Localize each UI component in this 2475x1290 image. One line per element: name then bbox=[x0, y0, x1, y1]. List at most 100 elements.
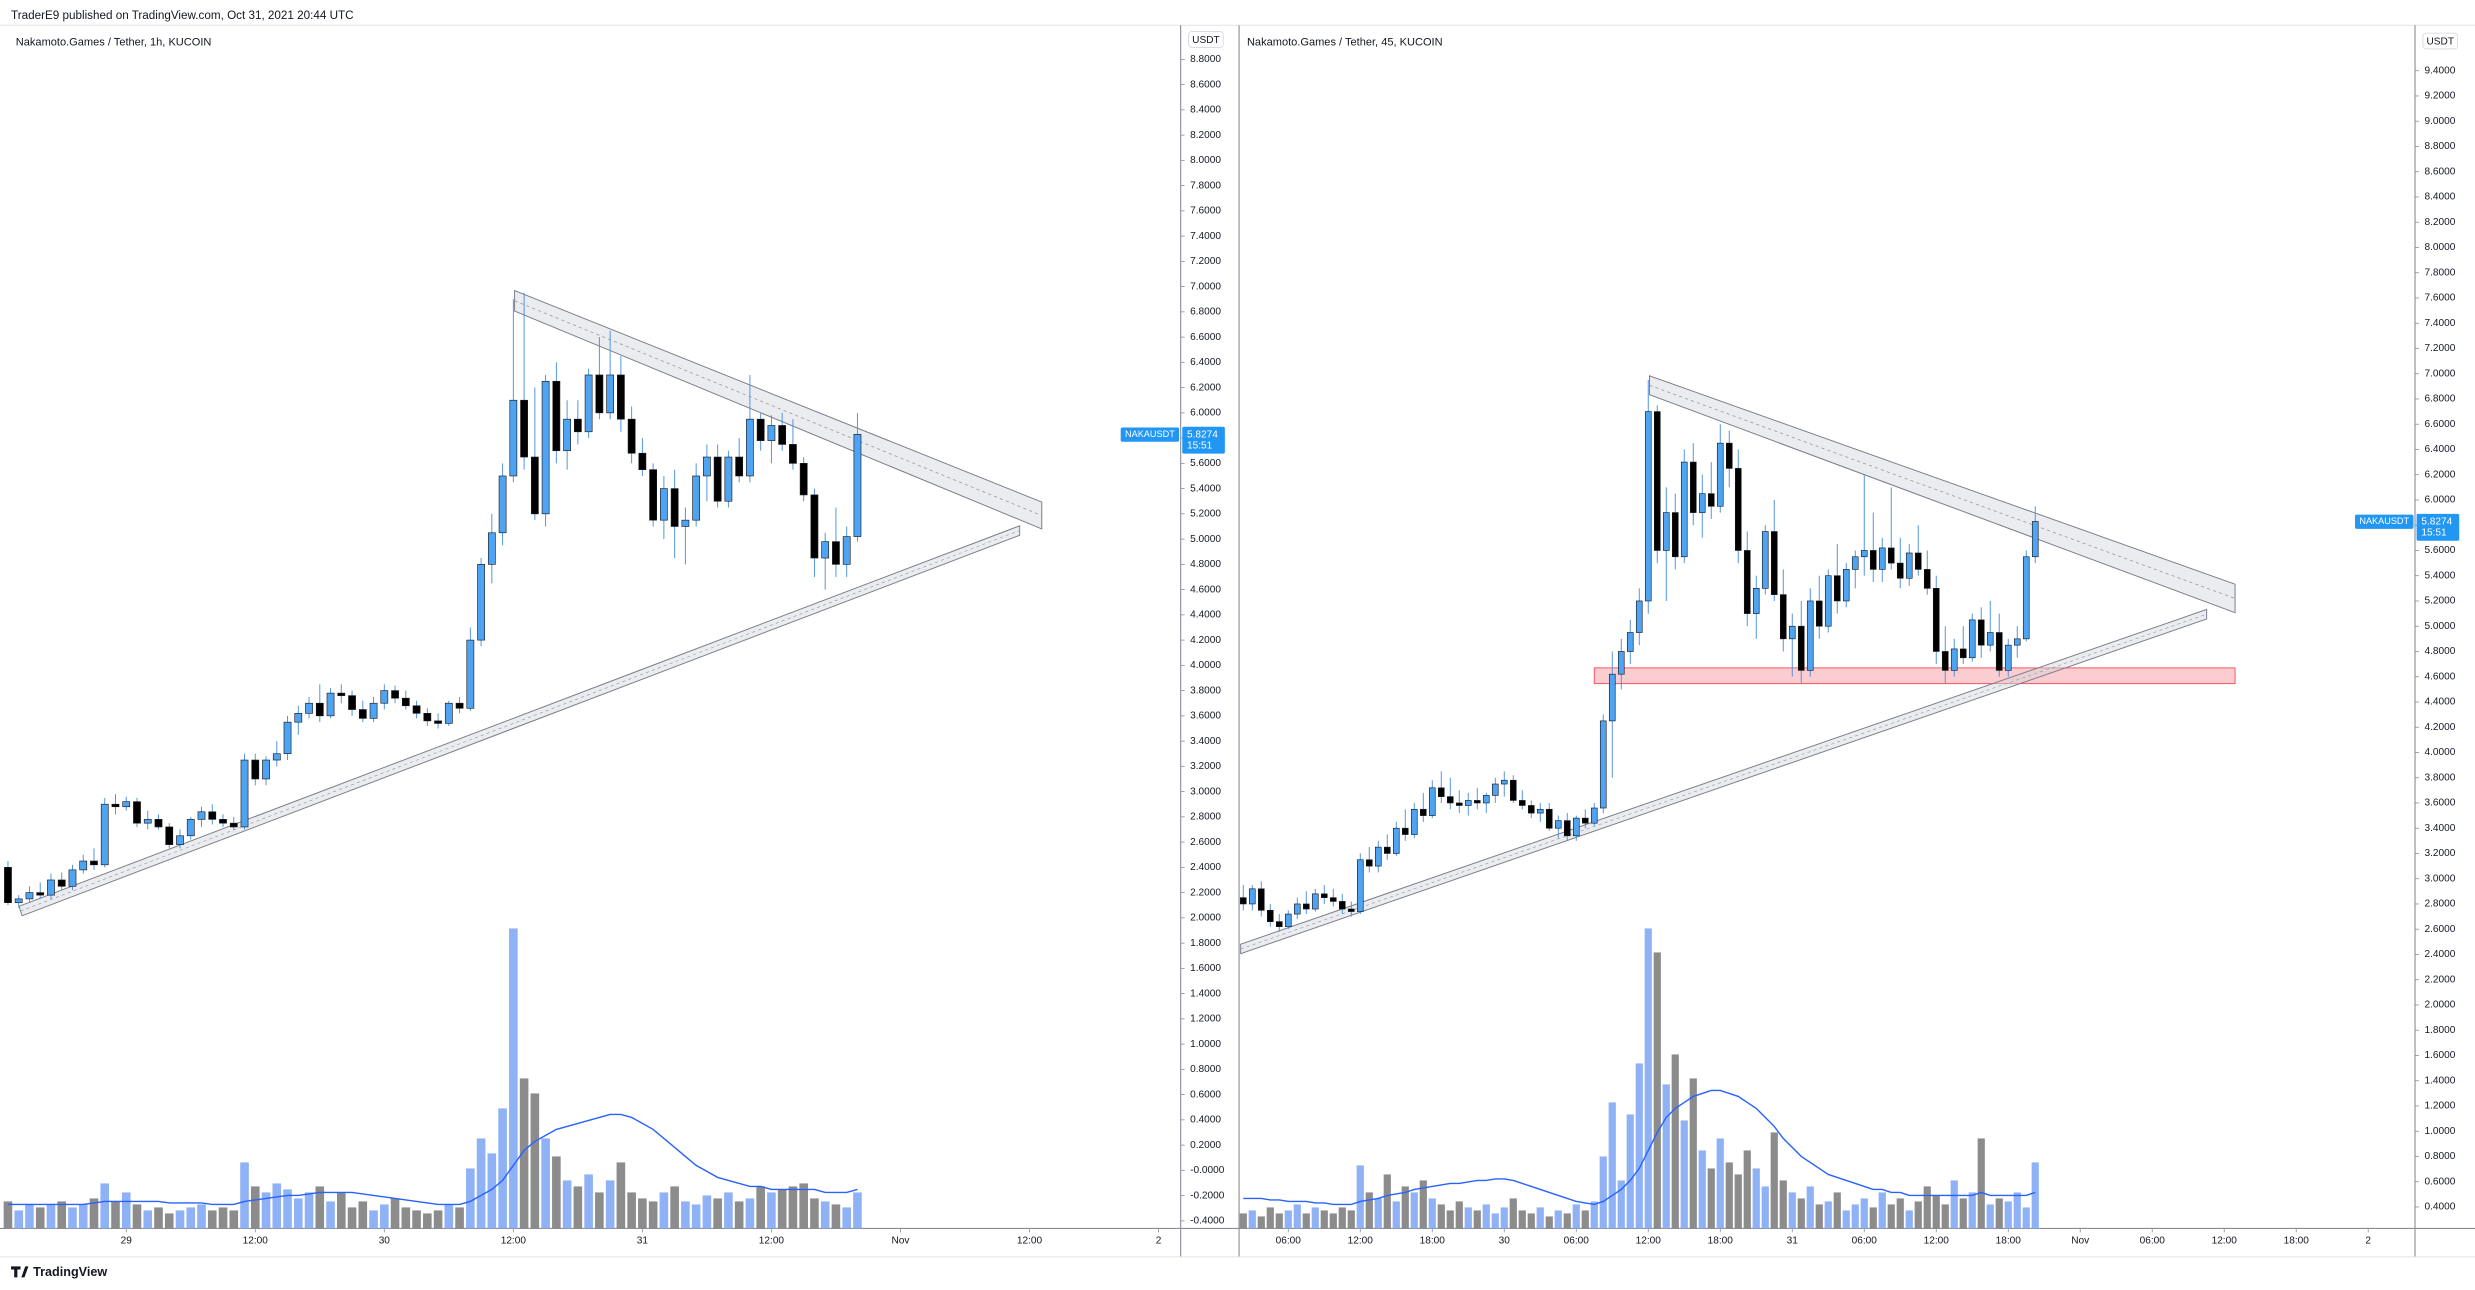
candle-body bbox=[1437, 787, 1445, 797]
volume-bar bbox=[1509, 1198, 1517, 1229]
candle-body bbox=[1662, 512, 1670, 551]
volume-bar bbox=[46, 1204, 56, 1229]
candle-body bbox=[627, 418, 636, 454]
volume-bar bbox=[1905, 1210, 1913, 1229]
y-tick-label: 3.6000 bbox=[2424, 798, 2455, 809]
resistance-channel bbox=[1649, 375, 2236, 614]
volume-bar bbox=[1977, 1138, 1985, 1229]
candle-body bbox=[1347, 908, 1355, 912]
y-tick-label: 5.0000 bbox=[2424, 621, 2455, 632]
candle-body bbox=[186, 819, 195, 837]
volume-bar bbox=[455, 1207, 464, 1229]
candle-body bbox=[541, 380, 550, 515]
candle-body bbox=[197, 811, 206, 820]
volume-bar bbox=[57, 1201, 67, 1229]
volume-bar bbox=[1662, 1084, 1670, 1229]
candle-body bbox=[369, 702, 378, 719]
y-tick-label: 4.6000 bbox=[2424, 671, 2455, 682]
volume-bar bbox=[519, 1078, 529, 1229]
volume-bar bbox=[1689, 1078, 1697, 1229]
candle-body bbox=[1716, 442, 1724, 507]
volume-bar bbox=[820, 1201, 830, 1229]
candle-body bbox=[1734, 468, 1742, 551]
volume-bar bbox=[433, 1210, 443, 1229]
volume-bar bbox=[1455, 1201, 1463, 1229]
volume-bar bbox=[713, 1198, 722, 1229]
volume-bar bbox=[132, 1204, 142, 1229]
candle-body bbox=[1635, 600, 1643, 633]
candle-body bbox=[1383, 846, 1391, 854]
y-tick-label: 3.8000 bbox=[1190, 685, 1221, 696]
volume-bar bbox=[1617, 1180, 1625, 1229]
volume-bar bbox=[1833, 1192, 1841, 1229]
volume-bar bbox=[1392, 1201, 1400, 1229]
y-tick-label: 1.2000 bbox=[1190, 1014, 1221, 1025]
y-tick-label: 5.0000 bbox=[1190, 534, 1221, 545]
x-tick-label: 12:00 bbox=[243, 1236, 269, 1247]
volume-bar bbox=[1581, 1210, 1589, 1229]
volume-bar bbox=[1545, 1216, 1553, 1229]
channel-midline bbox=[20, 530, 1020, 912]
volume-bar bbox=[1491, 1213, 1499, 1229]
y-tick-label: 2.4000 bbox=[2424, 949, 2455, 960]
candle-body bbox=[1590, 807, 1598, 824]
candle-body bbox=[1725, 442, 1733, 469]
y-tick-label: 1.8000 bbox=[2424, 1025, 2455, 1036]
y-tick-label: 2.4000 bbox=[1190, 862, 1221, 873]
y-tick-label: 2.0000 bbox=[1190, 913, 1221, 924]
y-tick-label: 3.0000 bbox=[1190, 786, 1221, 797]
y-tick-label: 5.6000 bbox=[1190, 458, 1221, 469]
candle-body bbox=[574, 418, 582, 433]
candle-body bbox=[1491, 783, 1499, 796]
volume-ma-line bbox=[7, 1113, 858, 1206]
volume-bar bbox=[1923, 1186, 1931, 1229]
volume-bar bbox=[1410, 1192, 1418, 1229]
volume-bar bbox=[207, 1210, 217, 1229]
candle-body bbox=[1311, 893, 1319, 910]
volume-bar bbox=[1347, 1210, 1355, 1229]
volume-bar bbox=[1554, 1210, 1562, 1229]
volume-bar bbox=[1716, 1138, 1724, 1229]
candle-body bbox=[853, 433, 862, 537]
candle-body bbox=[1572, 817, 1580, 837]
y-tick-label: -0.2000 bbox=[1190, 1190, 1225, 1201]
volume-bar bbox=[466, 1168, 475, 1229]
y-tick-label: 6.8000 bbox=[1190, 307, 1221, 318]
volume-bar bbox=[1752, 1168, 1760, 1229]
volume-bar bbox=[1401, 1186, 1409, 1229]
countdown-label: 15:51 bbox=[1187, 440, 1213, 451]
x-tick-label: 06:00 bbox=[1852, 1236, 1878, 1247]
volume-bar bbox=[229, 1210, 239, 1229]
candle-body bbox=[358, 709, 367, 719]
x-tick-label: 12:00 bbox=[1348, 1236, 1374, 1247]
volume-bar bbox=[1959, 1198, 1967, 1229]
y-tick-label: 3.6000 bbox=[1190, 711, 1221, 722]
x-tick-label: 18:00 bbox=[1996, 1236, 2022, 1247]
y-tick-label: 6.6000 bbox=[1190, 332, 1221, 343]
volume-bar bbox=[1518, 1210, 1526, 1229]
candle-body bbox=[1599, 720, 1607, 809]
volume-bar bbox=[3, 1201, 13, 1229]
y-tick-label: 7.2000 bbox=[2424, 343, 2455, 354]
volume-bar bbox=[186, 1207, 196, 1229]
candle-body bbox=[1887, 547, 1895, 564]
candle-body bbox=[1680, 461, 1688, 558]
x-tick-label: 12:00 bbox=[2212, 1236, 2238, 1247]
candle-body bbox=[283, 721, 292, 755]
volume-bar bbox=[1860, 1198, 1868, 1229]
y-tick-label: 0.2000 bbox=[1190, 1140, 1221, 1151]
candle-body bbox=[530, 456, 539, 515]
y-tick-label: 6.4000 bbox=[2424, 444, 2455, 455]
y-tick-label: 2.0000 bbox=[2424, 1000, 2455, 1011]
y-tick-label: 3.0000 bbox=[2424, 873, 2455, 884]
candle-body bbox=[1239, 897, 1247, 905]
volume-bar bbox=[1293, 1204, 1301, 1229]
candle-body bbox=[434, 720, 442, 724]
candle-body bbox=[563, 418, 571, 452]
candle-body bbox=[219, 819, 227, 824]
volume-bar bbox=[111, 1201, 120, 1229]
candle-body bbox=[1761, 531, 1769, 589]
candle-body bbox=[1671, 512, 1679, 558]
